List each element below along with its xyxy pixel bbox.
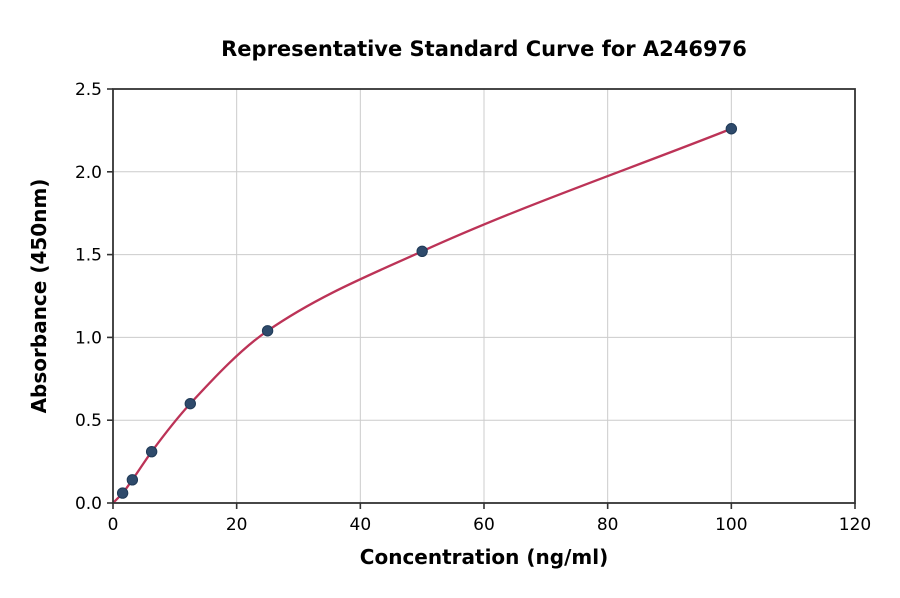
x-tick-labels: 0 20 40 60 80 100 120 xyxy=(108,515,872,535)
y-tick-labels: 0.0 0.5 1.0 1.5 2.0 2.5 xyxy=(75,80,102,514)
x-axis-label: Concentration (ng/ml) xyxy=(360,545,608,569)
data-point xyxy=(725,123,738,135)
data-point xyxy=(261,325,274,337)
x-tick-label: 120 xyxy=(839,515,871,535)
x-tick-label: 0 xyxy=(108,515,119,535)
data-point xyxy=(145,445,158,458)
y-tick-label: 2.0 xyxy=(75,163,102,183)
x-tick-label: 100 xyxy=(715,515,747,535)
x-tick-label: 20 xyxy=(226,515,248,535)
data-point xyxy=(116,487,129,499)
x-tick-label: 80 xyxy=(597,515,619,535)
data-point xyxy=(126,474,139,486)
fit-curve-line xyxy=(111,127,733,505)
data-points xyxy=(116,123,738,499)
axis-ticks xyxy=(107,88,856,509)
data-point xyxy=(416,245,428,257)
y-tick-label: 1.5 xyxy=(75,246,102,266)
chart-title: Representative Standard Curve for A24697… xyxy=(221,37,747,61)
y-axis-label: Absorbance (450nm) xyxy=(27,179,51,414)
y-tick-label: 2.5 xyxy=(75,80,102,100)
x-tick-label: 60 xyxy=(473,515,495,535)
x-tick-label: 40 xyxy=(350,515,372,535)
data-point xyxy=(184,397,196,410)
y-tick-label: 0.5 xyxy=(75,411,102,431)
y-tick-label: 0.0 xyxy=(75,494,102,514)
y-tick-label: 1.0 xyxy=(75,328,102,348)
